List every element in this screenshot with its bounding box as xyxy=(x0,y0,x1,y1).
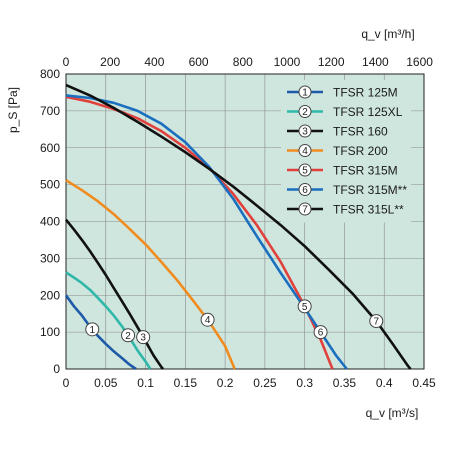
legend-marker-3 xyxy=(298,124,312,138)
x-tick-label: 0.2 xyxy=(217,376,234,390)
legend-marker-1 xyxy=(298,85,312,99)
curve-marker-label-6: 6 xyxy=(318,328,324,339)
curve-marker-5 xyxy=(297,299,312,314)
y-tick-label: 800 xyxy=(40,67,60,81)
curve-marker-4 xyxy=(200,312,215,327)
curve-2 xyxy=(65,271,152,370)
x2-tick-label: 400 xyxy=(144,55,164,69)
curve-marker-label-2: 2 xyxy=(125,331,131,342)
curve-marker-label-3: 3 xyxy=(140,333,146,344)
x-tick-label: 0.4 xyxy=(376,376,393,390)
curve-marker-label-1: 1 xyxy=(89,325,95,336)
x2-tick-label: 800 xyxy=(233,55,253,69)
curve-marker-1 xyxy=(85,322,100,337)
legend-label-4: TFSR 200 xyxy=(333,144,388,158)
legend-label-1: TFSR 125M xyxy=(333,86,398,100)
legend-marker-label-1: 1 xyxy=(302,88,308,99)
x2-tick-label: 1000 xyxy=(274,55,301,69)
legend-label-3: TFSR 160 xyxy=(333,125,388,139)
legend-marker-6 xyxy=(298,183,312,196)
x2-tick-label: 200 xyxy=(100,55,120,69)
x2-tick-label: 1400 xyxy=(362,55,389,69)
x2-tick-label: 1600 xyxy=(406,55,433,69)
x-tick-label: 0.05 xyxy=(94,376,118,390)
y-tick-label: 400 xyxy=(40,215,60,229)
x-tick-label: 0.15 xyxy=(174,376,198,390)
legend-marker-2 xyxy=(298,105,312,118)
y-tick-label: 600 xyxy=(40,141,60,155)
x-tick-label: 0.3 xyxy=(296,376,313,390)
curve-marker-2 xyxy=(121,328,136,343)
x-tick-label: 0 xyxy=(63,376,70,390)
curve-marker-label-5: 5 xyxy=(302,302,308,313)
legend-marker-label-5: 5 xyxy=(302,166,308,177)
curve-marker-7 xyxy=(369,314,384,329)
x2-tick-label: 0 xyxy=(63,55,70,69)
y-tick-label: 200 xyxy=(40,288,60,302)
legend-label-5: TFSR 315M xyxy=(333,164,398,178)
x-tick-label: 0.35 xyxy=(333,376,357,390)
curve-marker-label-4: 4 xyxy=(205,315,211,326)
y-tick-label: 100 xyxy=(40,325,60,339)
x2-axis-title: q_v [m³/h] xyxy=(361,27,414,41)
y-tick-label: 300 xyxy=(40,251,60,265)
x-axis-title: q_v [m³/s] xyxy=(366,406,419,420)
curve-marker-label-7: 7 xyxy=(373,317,379,328)
curve-marker-3 xyxy=(136,330,151,345)
legend-marker-label-2: 2 xyxy=(302,107,308,118)
y-tick-label: 0 xyxy=(53,362,60,376)
curve-1 xyxy=(64,294,137,371)
legend-marker-7 xyxy=(298,202,312,216)
legend-label-6: TFSR 315M** xyxy=(333,183,407,197)
y-tick-label: 500 xyxy=(40,178,60,192)
legend-marker-4 xyxy=(298,144,312,157)
x2-tick-label: 1200 xyxy=(318,55,345,69)
curve-7 xyxy=(65,83,412,370)
legend-label-2: TFSR 125XL xyxy=(333,105,403,119)
y-axis-title: p_S [Pa] xyxy=(6,87,20,133)
x2-tick-label: 600 xyxy=(189,55,209,69)
curve-4 xyxy=(65,179,236,370)
x-tick-label: 0.25 xyxy=(253,376,277,390)
legend-marker-label-7: 7 xyxy=(302,205,308,216)
legend-marker-label-6: 6 xyxy=(302,185,308,196)
curve-3 xyxy=(64,218,165,370)
y-tick-label: 700 xyxy=(40,104,60,118)
curve-marker-6 xyxy=(313,325,328,340)
x-tick-label: 0.1 xyxy=(137,376,154,390)
x-tick-label: 0.45 xyxy=(412,376,436,390)
legend-marker-label-4: 4 xyxy=(302,146,308,157)
legend-marker-5 xyxy=(298,163,312,177)
legend-label-7: TFSR 315L** xyxy=(333,203,404,217)
legend-marker-label-3: 3 xyxy=(302,127,308,138)
